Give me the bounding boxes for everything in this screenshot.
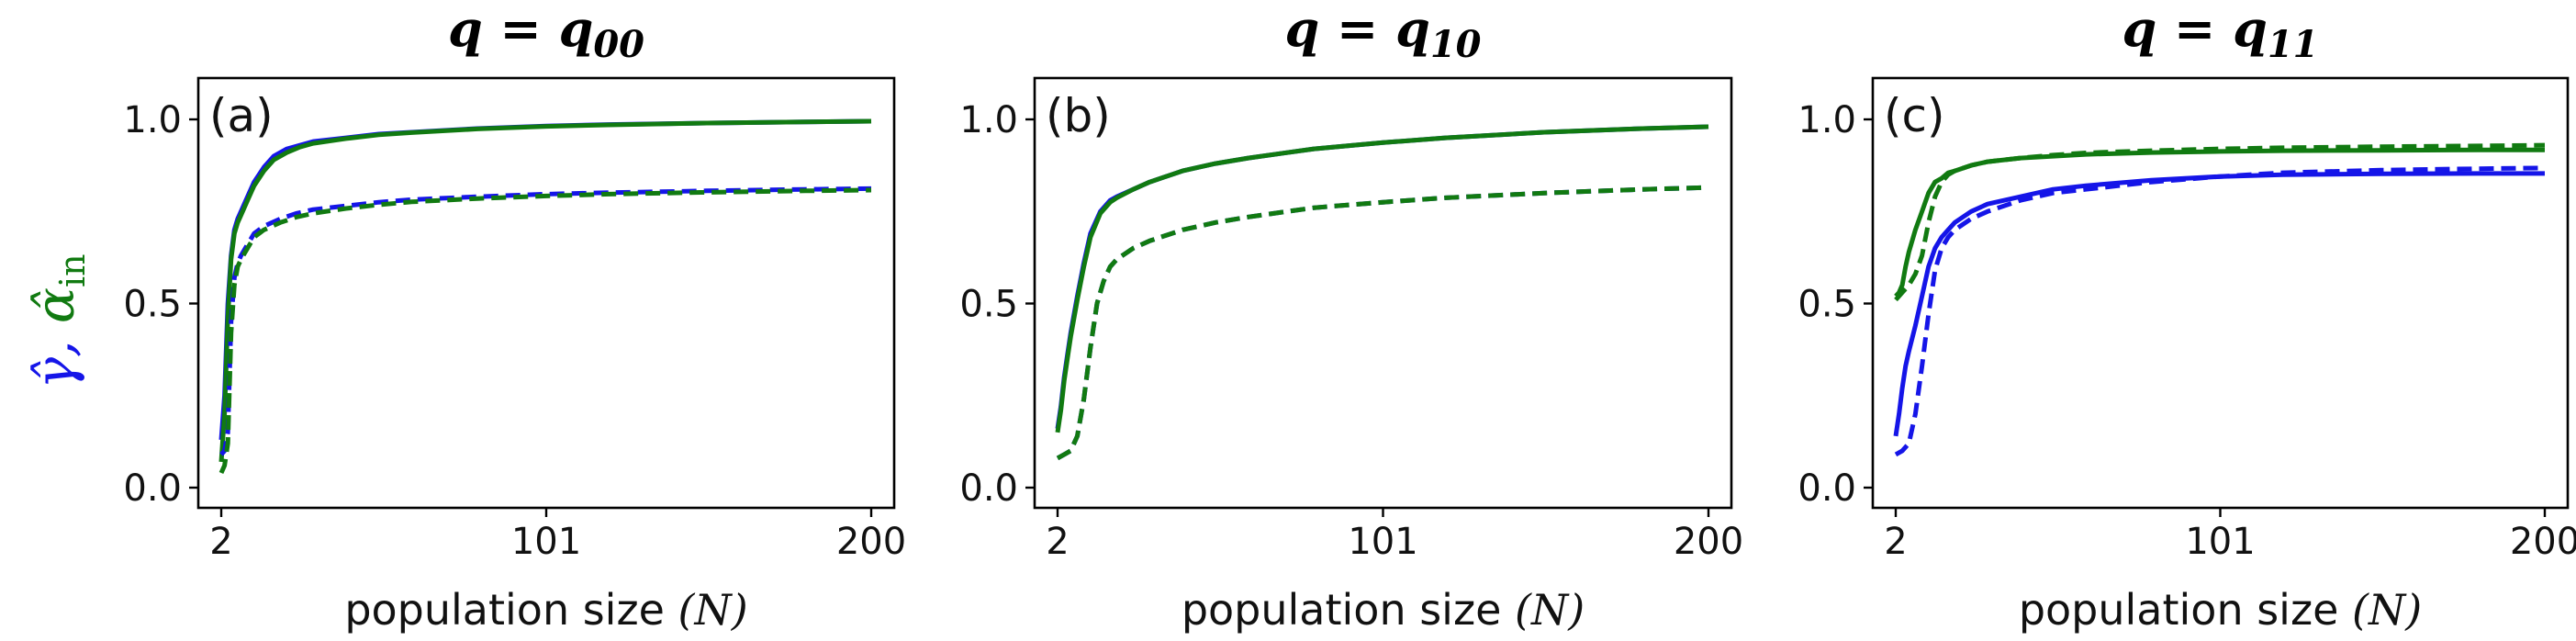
- y-tick-label: 1.0: [1798, 99, 1856, 141]
- series-line-green-solid: [218, 118, 872, 463]
- y-tick-label: 1.0: [959, 99, 1018, 141]
- panel-title: q = q11: [2122, 0, 2318, 66]
- series-group: [218, 118, 872, 475]
- y-tick-label: 0.0: [1798, 467, 1856, 510]
- panel-a: q = q00 (a) 2 101 200 0.0 0.5 1.0 population siz…: [123, 0, 906, 635]
- x-tick-label: 200: [2510, 521, 2576, 563]
- axes-frame: [1871, 76, 2570, 510]
- series-line-blue-dashed: [1056, 185, 1709, 461]
- x-tick-label: 2: [209, 521, 232, 563]
- y-tick-label: 0.5: [959, 284, 1018, 326]
- panel-b: q = q10 (b) 2 101 200 0.0 0.5 1.0 population siz…: [959, 0, 1743, 635]
- y-tick-label: 0.5: [1798, 284, 1856, 326]
- y-axis-label: γ̂, α̂in: [24, 253, 93, 388]
- series-line-green-dashed: [1056, 185, 1709, 461]
- series-line-blue-solid: [1055, 124, 1709, 430]
- ylabel-part: in: [52, 253, 93, 287]
- series-line-blue-solid: [218, 118, 872, 441]
- ylabel-part: γ̂: [24, 357, 86, 389]
- y-tick-label: 1.0: [123, 99, 182, 141]
- x-tick-label: 2: [1884, 521, 1907, 563]
- x-axis-label: population size (N): [1182, 585, 1585, 635]
- series-line-green-dashed: [218, 187, 872, 475]
- x-axis-label: population size (N): [344, 585, 747, 635]
- y-tick-label: 0.5: [123, 284, 182, 326]
- series-line-blue-solid: [1893, 171, 2545, 437]
- ylabel-part: ,: [24, 323, 86, 357]
- x-tick-label: 200: [836, 521, 906, 563]
- x-axis-label: population size (N): [2019, 585, 2422, 635]
- series-group: [1893, 142, 2546, 457]
- x-tick-label: 101: [2185, 521, 2255, 563]
- series-line-blue-dashed: [1894, 165, 2546, 457]
- panel-title: q = q10: [1284, 0, 1481, 66]
- y-tick-label: 0.0: [959, 467, 1018, 510]
- x-tick-label: 2: [1046, 521, 1069, 563]
- series-line-blue-dashed: [219, 186, 872, 456]
- panel-tag: (c): [1884, 89, 1945, 142]
- series-group: [1055, 124, 1709, 461]
- panel-c: q = q11 (c) 2 101 200 0.0 0.5 1.0 population siz…: [1798, 0, 2576, 635]
- y-tick-label: 0.0: [123, 467, 182, 510]
- panel-tag: (b): [1046, 89, 1111, 142]
- series-line-green-dashed: [1894, 142, 2546, 302]
- x-tick-label: 101: [511, 521, 581, 563]
- x-tick-label: 200: [1674, 521, 1743, 563]
- panel-tag: (a): [209, 89, 274, 142]
- x-tick-label: 101: [1348, 521, 1417, 563]
- ylabel-part: α̂: [24, 287, 86, 323]
- series-line-green-solid: [1055, 124, 1709, 433]
- panel-title: q = q00: [448, 0, 644, 66]
